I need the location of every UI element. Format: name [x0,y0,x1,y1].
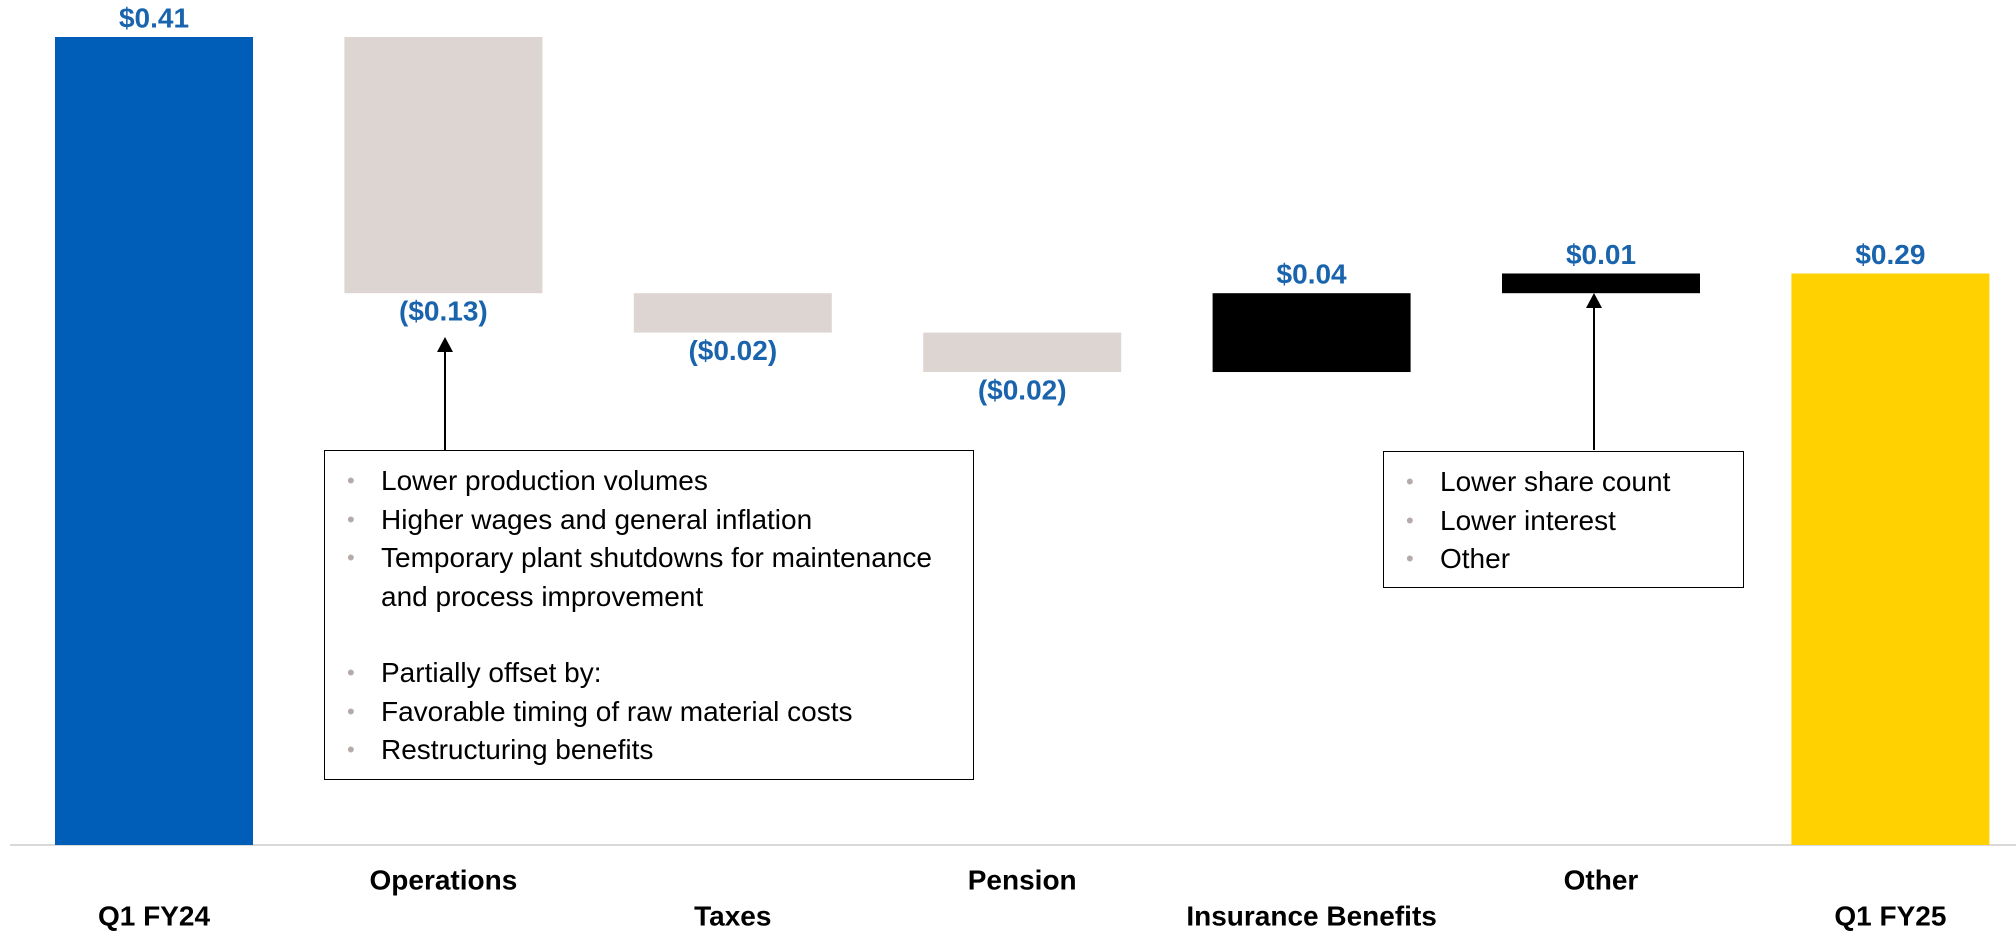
bullet-list: Lower share countLower interestOther [1384,463,1743,579]
bar [923,332,1122,373]
annotation-box: Lower share countLower interestOther [1383,451,1744,588]
bar [344,37,543,294]
bar [55,37,253,845]
bullet-list: Lower production volumesHigher wages and… [325,462,973,616]
value-label: ($0.02) [688,335,777,366]
annotation-box: Lower production volumesHigher wages and… [324,450,974,780]
category-label: Pension [968,864,1077,895]
bullet-list: Partially offset by:Favorable timing of … [325,654,973,770]
bullet-item: Higher wages and general inflation [325,501,961,540]
bullet-item: Favorable timing of raw material costs [325,693,961,732]
category-label: Insurance Benefits [1186,900,1437,931]
bullet-item: Restructuring benefits [325,731,961,770]
value-label: ($0.13) [399,296,488,327]
bar [1212,293,1411,373]
category-label: Q1 FY24 [98,900,210,931]
category-label: Other [1564,864,1639,895]
bullet-item: Lower share count [1384,463,2016,502]
value-label: $0.41 [119,2,189,33]
category-label: Q1 FY25 [1834,900,1946,931]
bullet-item: Other [1384,540,2016,579]
value-label: $0.29 [1855,239,1925,270]
value-label: $0.04 [1277,259,1347,290]
value-label: $0.01 [1566,239,1636,270]
category-label: Taxes [694,900,771,931]
bullet-item: Lower production volumes [325,462,961,501]
arrow [437,337,453,450]
bar [633,293,832,333]
value-label: ($0.02) [978,374,1067,405]
bullet-item: Lower interest [1384,502,2016,541]
category-label: Operations [369,864,517,895]
arrow [1586,293,1602,450]
bar [1502,273,1700,294]
bullet-item: Temporary plant shutdowns for maintenanc… [325,539,961,616]
bullet-item: Partially offset by: [325,654,961,693]
